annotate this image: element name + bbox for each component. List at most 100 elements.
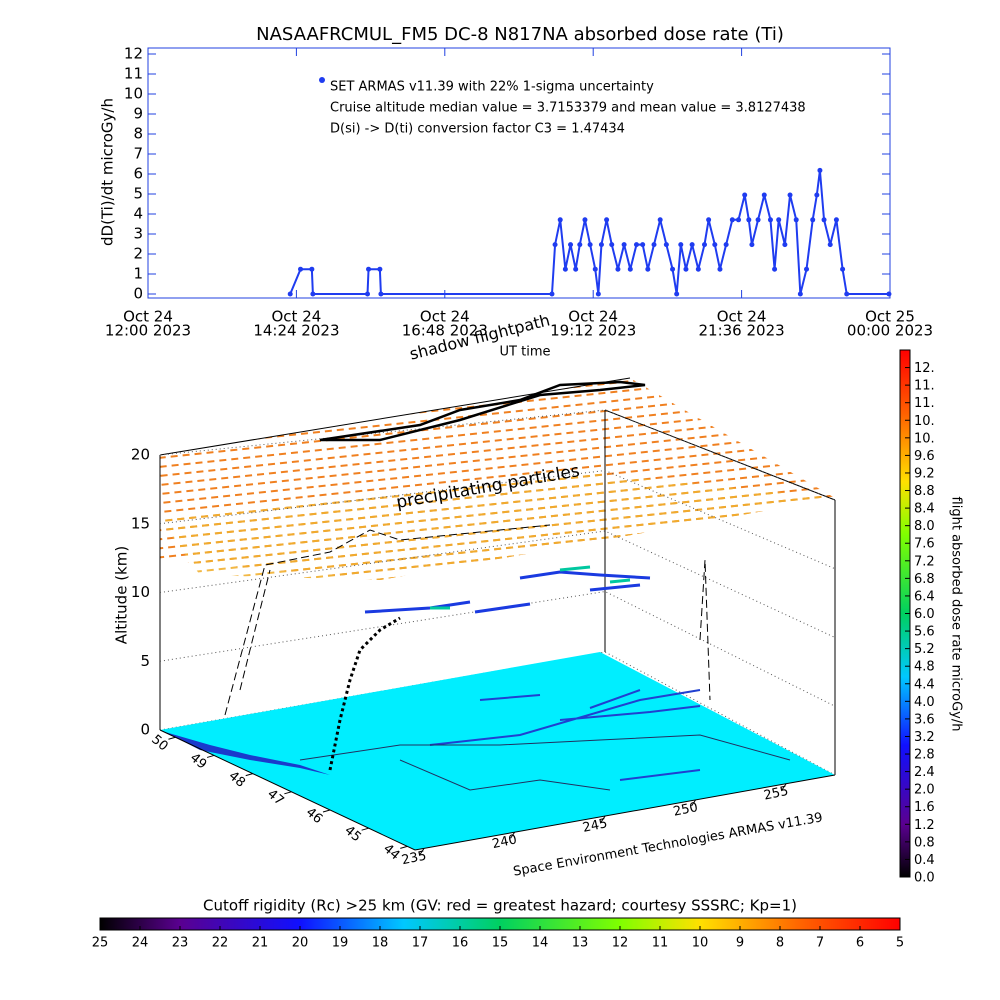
annotation: Cruise altitude median value = 3.7153379… [330,101,806,116]
colorbar-tick-label: 2.4 [914,765,935,780]
y-tick-label: 45 [341,823,363,845]
dose-point [640,242,646,248]
dose-point [797,291,803,297]
colorbar-tick-label: 11. [914,396,935,411]
colorbar-tick-label: 9 [736,936,744,951]
dose-point [814,192,820,198]
x-tick-label: 16:48 2023 [402,322,488,340]
dose-track [430,565,631,610]
x-tick-label: 00:00 2023 [847,322,933,340]
colorbar-tick-label: 10. [914,431,935,446]
dose-point [840,266,846,272]
colorbar-tick-label: 20 [292,936,309,951]
colorbar-tick-label: 21 [252,936,269,951]
colorbar-tick-label: 10 [692,936,709,951]
colorbar-tick-label: 11 [652,936,669,951]
colorbar-tick-label: 9.6 [914,449,935,464]
dose-point [670,266,676,272]
dose-point [365,291,371,297]
x-tick-label: Oct 24 [272,308,322,326]
y-tick-label: 1 [133,265,143,283]
dose-point [557,217,563,223]
colorbar-tick-label: 0.4 [914,853,935,868]
x-tick-label: 12:00 2023 [105,322,191,340]
colorbar-tick-label: 8.8 [914,484,935,499]
colorbar-tick-label: 6 [856,936,864,951]
map-features [299,734,791,791]
dose-point [729,217,735,223]
colorbar-tick-label: 8.4 [914,502,935,517]
y-tick-label: 50 [148,732,170,754]
floor-map [160,652,835,850]
dose-point [645,266,651,272]
y-tick [361,827,369,831]
colorbar-tick-label: 1.6 [914,800,935,815]
y-tick [400,845,408,849]
dose-point [833,217,839,223]
y-tick-label: 5 [133,185,143,203]
dose-point [674,291,680,297]
y-tick [168,736,176,740]
dose-point [598,242,604,248]
z-tick-label: 0 [140,721,150,739]
x-tick-label: Oct 25 [865,308,915,326]
colorbar-tick-label: 6.8 [914,572,935,587]
dose-point [562,266,568,272]
dose-point [695,266,701,272]
x-tick-label: Oct 24 [420,308,470,326]
dose-point [621,242,627,248]
colorbar-tick-label: 12 [612,936,629,951]
dose-point [761,192,767,198]
colorbar-tick-label: 2.8 [914,748,935,763]
y-tick [206,754,215,758]
dose-point [821,217,827,223]
x-tick-label: 250 [672,800,699,820]
colorbar-tick-label: 16 [452,936,469,951]
y-tick [322,809,331,813]
colorbar-title: flight absorbed dose rate microGy/h [949,497,964,732]
y-tick-label: 7 [133,145,143,163]
y-tick-label: 10 [124,85,143,103]
dose-point [310,291,316,297]
x-tick [781,783,787,791]
plot-frame [147,47,891,299]
y-axis-title: dD(Ti)/dt microGy/h [99,98,117,246]
box-edge [159,377,631,456]
dose-track [364,570,651,614]
colorbar-tick-label: 3.2 [914,730,935,745]
dose-point [377,266,383,272]
colorbar-tick-label: 0.0 [914,871,935,886]
y-tick-label: 4 [133,205,143,223]
z-tick-label: 15 [131,514,150,532]
dose-point [366,266,372,272]
y-tick-label: 11 [124,65,143,83]
colorbar-tick-label: 7 [816,936,824,951]
colorbar-tick-label: 23 [172,936,189,951]
colorbar-tick-label: 0.8 [914,835,935,850]
colorbar-tick-label: 22 [212,936,229,951]
colorbar-tick-label: 8.0 [914,519,935,534]
dose-point [755,217,761,223]
wall-grid [159,409,836,776]
chart-title: NASAAFRCMUL_FM5 DC-8 N817NA absorbed dos… [256,24,784,45]
y-tick-label: 49 [187,750,209,772]
x-tick-label: Oct 24 [123,308,173,326]
dose-point [615,266,621,272]
dose-point [793,217,799,223]
colorbar-tick-label: 6.0 [914,607,935,622]
colorbar-tick-label: 18 [372,936,389,951]
legend-marker [319,77,325,83]
scene-axes: 0 5 10 15 20 235 240 245 250 255 50 49 48 47 46 45 44 [131,446,790,869]
dose-point [678,242,684,248]
dose-point [609,242,615,248]
colorbar-tick-label: 6.4 [914,589,935,604]
dose-point [577,242,583,248]
colorbar-tick-label: 10. [914,414,935,429]
dose-point [633,242,639,248]
colorbar-tick-label: 9.2 [914,466,935,481]
dose-point [717,266,723,272]
x-axis-title: UT time [500,345,551,360]
grid-line [159,469,836,570]
